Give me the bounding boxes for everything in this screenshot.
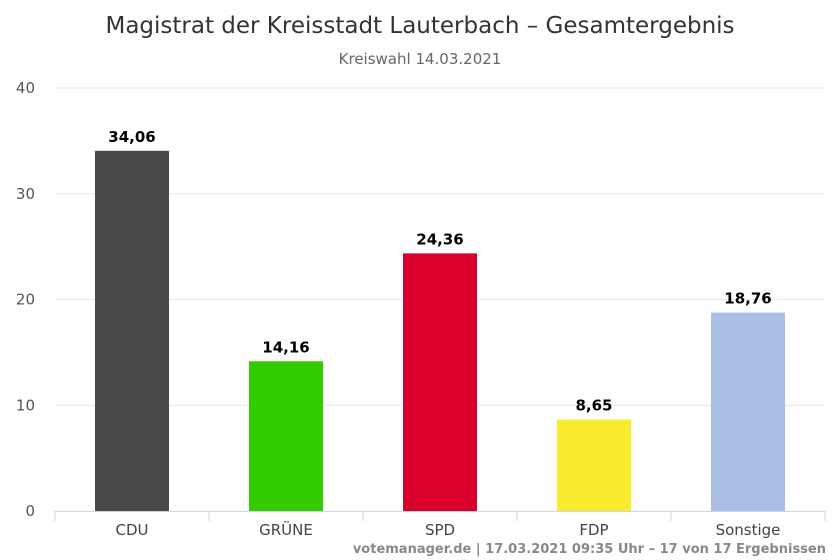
y-tick-label: 0 xyxy=(25,502,35,520)
data-label: 18,76 xyxy=(724,290,771,308)
chart-subtitle: Kreiswahl 14.03.2021 xyxy=(339,50,502,68)
y-tick-label: 10 xyxy=(16,396,35,414)
x-axis: CDU GRÜNE SPD FDP Sonstige xyxy=(54,511,826,539)
bar-sonstige xyxy=(711,312,785,511)
x-tick-label: Sonstige xyxy=(716,521,781,539)
data-label: 8,65 xyxy=(575,397,612,415)
data-label: 34,06 xyxy=(108,128,155,146)
y-axis: 0 10 20 30 40 xyxy=(16,79,35,520)
y-tick-label: 20 xyxy=(16,291,35,309)
y-tick-label: 30 xyxy=(16,185,35,203)
chart-title: Magistrat der Kreisstadt Lauterbach – Ge… xyxy=(105,13,734,39)
x-tick-label: FDP xyxy=(579,521,608,539)
y-tick-label: 40 xyxy=(16,79,35,97)
bar-cdu xyxy=(95,150,169,512)
bar-gr-ne xyxy=(249,361,323,511)
data-label: 24,36 xyxy=(416,230,463,248)
data-labels: 34,06 14,16 24,36 8,65 18,76 xyxy=(108,128,771,415)
data-label: 14,16 xyxy=(262,338,309,356)
bars xyxy=(95,150,785,512)
x-tick-label: GRÜNE xyxy=(259,520,313,539)
x-tick-label: SPD xyxy=(425,521,455,539)
bar-spd xyxy=(403,253,477,511)
bar-fdp xyxy=(557,419,631,511)
x-tick-label: CDU xyxy=(115,521,148,539)
credits: votemanager.de | 17.03.2021 09:35 Uhr – … xyxy=(353,542,826,557)
